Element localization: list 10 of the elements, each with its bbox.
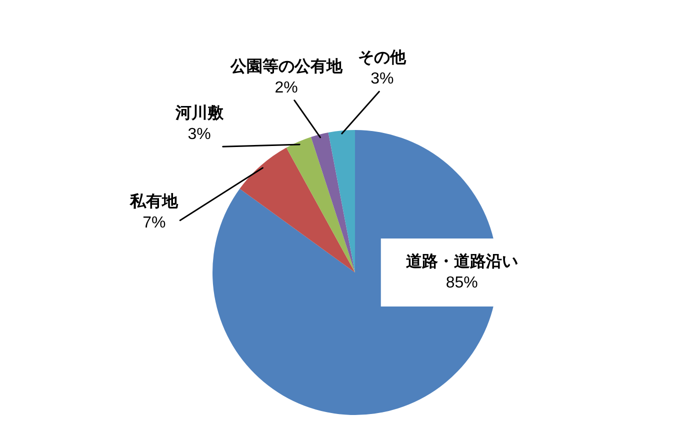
data-label: 85% [446, 274, 478, 292]
slice-label: 私有地 [129, 192, 180, 211]
slice-label: 河川敷 [174, 104, 224, 122]
slice-label: 公園等の公有地 [229, 57, 344, 76]
slice-label: その他 [358, 48, 408, 67]
data-label: 7% [142, 214, 166, 232]
data-label: 3% [188, 126, 211, 144]
data-label: 3% [370, 70, 394, 88]
slice-label: 道路・道路沿い [406, 252, 518, 270]
data-label: 2% [274, 79, 298, 96]
